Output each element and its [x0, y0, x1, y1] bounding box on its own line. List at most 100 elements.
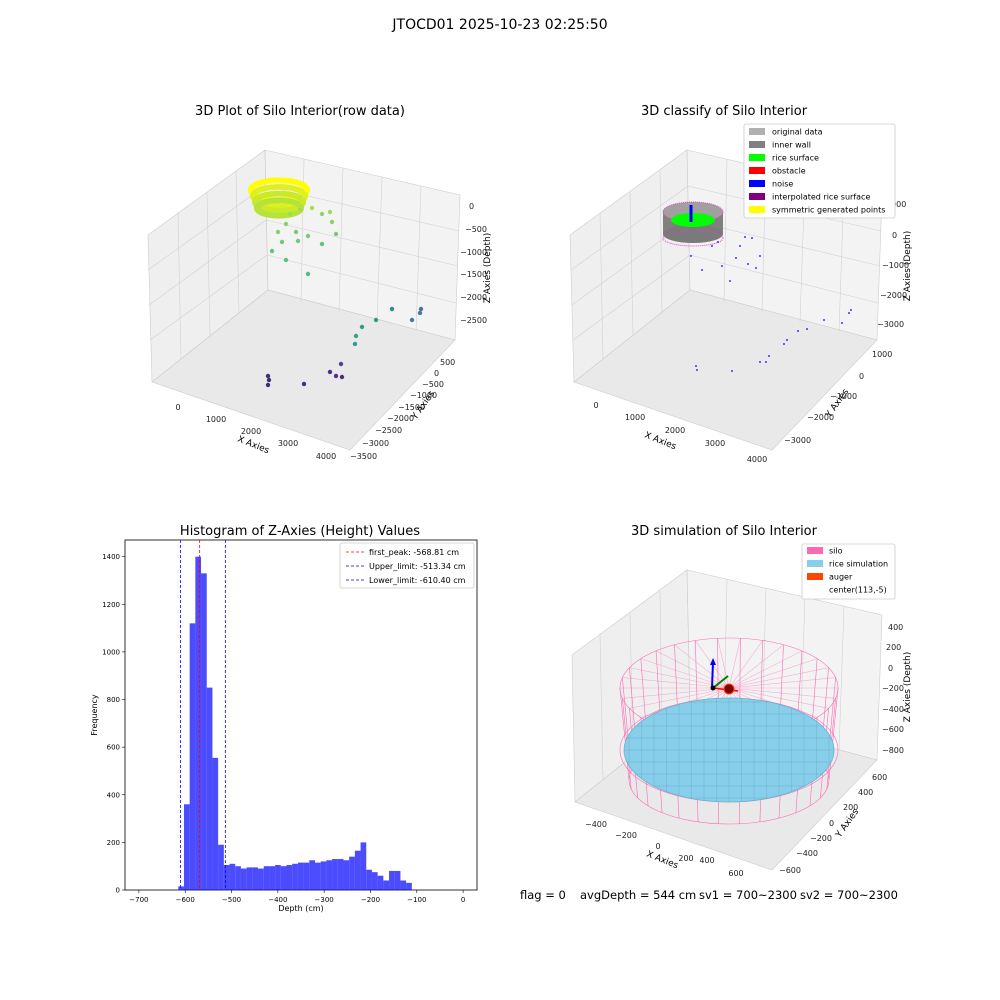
p2-legend-label: interpolated rice surface	[772, 193, 870, 202]
histogram-xlabel: Depth (cm)	[278, 904, 323, 913]
histogram-bar	[383, 880, 390, 890]
histogram-xtick-label: −400	[268, 896, 287, 904]
noise-point	[731, 370, 733, 372]
histogram-bar	[360, 842, 367, 890]
raw-point	[301, 192, 308, 199]
p4-legend-swatch	[807, 547, 823, 554]
p4-ztick: 200	[886, 643, 901, 652]
p1-ztick: 0	[469, 202, 474, 211]
p2-xtick: 3000	[705, 439, 725, 448]
raw-point	[293, 229, 299, 235]
histogram-ytick-label: 0	[116, 887, 120, 895]
p2-ztick: 0	[892, 231, 897, 240]
noise-point	[759, 255, 761, 257]
p1-xtick: 2000	[241, 427, 261, 436]
p4-ytick: 0	[829, 819, 834, 828]
histogram-bar	[366, 869, 372, 890]
histogram-bar	[246, 867, 253, 890]
p2-legend-label: obstacle	[772, 167, 806, 176]
histogram-bar	[223, 865, 230, 890]
p1-ytick: −1500	[398, 403, 425, 412]
panel4-3d-plot: −400 −200 0 200 400 600 X Axies 600 400 …	[571, 543, 913, 878]
p4-ytick: 600	[872, 773, 887, 782]
histogram-bar	[314, 862, 321, 890]
histogram-bar	[309, 860, 315, 890]
noise-point	[797, 330, 799, 332]
histogram-bar	[269, 866, 276, 890]
p4-ztick: −800	[882, 746, 904, 755]
histogram-bar	[229, 863, 236, 890]
p2-ztick: −3000	[877, 320, 904, 329]
p4-ytick: 400	[858, 788, 873, 797]
p2-ztick: 1000	[886, 200, 906, 209]
noise-point	[823, 319, 825, 321]
noise-point	[841, 322, 843, 324]
panel2-3d-plot: 0 1000 2000 3000 4000 X Axies 1000 0 −10…	[569, 123, 913, 464]
noise-point	[721, 265, 723, 267]
raw-point	[301, 381, 307, 387]
histogram-bar	[235, 866, 241, 890]
noise-point	[690, 255, 692, 257]
p4-legend: silo rice simulation auger center(113,-5)	[801, 543, 896, 600]
histogram-bar	[349, 856, 355, 890]
p2-legend-swatch	[749, 206, 765, 213]
noise-point	[744, 236, 746, 238]
p1-ztick: −1000	[460, 248, 487, 257]
p1-ytick: −3500	[350, 452, 377, 461]
histogram-bar	[252, 867, 259, 890]
histogram-ytick-label: 1400	[102, 553, 120, 561]
noise-point	[735, 257, 737, 259]
raw-point	[266, 377, 272, 383]
flag-text: flag = 0	[520, 888, 566, 902]
p4-ztick: 400	[888, 623, 903, 632]
p2-ytick: −1000	[830, 392, 857, 401]
histogram-ylabel: Frequency	[90, 694, 99, 736]
p1-ztick: −1500	[460, 270, 487, 279]
p1-xtick: 1000	[206, 415, 226, 424]
p4-zlabel: Z Axies (Depth)	[903, 652, 913, 723]
histogram-bar	[354, 850, 361, 890]
raw-point	[373, 317, 379, 323]
p1-zlabel: Z Axies (Depth)	[483, 233, 493, 304]
raw-point	[297, 207, 303, 213]
p2-ztick: −2000	[880, 291, 907, 300]
p2-xtick: 2000	[665, 426, 685, 435]
p1-xtick: 0	[175, 403, 180, 412]
histogram-chart: −700 −600 −500 −400 −300 −200 −100 0 0 200 400 600…	[90, 539, 478, 913]
raw-point	[339, 374, 345, 380]
p4-ytick: 200	[843, 803, 858, 812]
histogram-bar	[406, 882, 412, 890]
rice-surface-points	[671, 213, 715, 227]
raw-point	[319, 241, 325, 247]
histogram-legend-label: Lower_limit: -610.40 cm	[369, 576, 466, 585]
noise-point	[751, 237, 753, 239]
raw-point	[319, 211, 325, 217]
raw-point	[353, 333, 359, 339]
sv1-text: sv1 = 700~2300	[699, 888, 797, 902]
p2-ytick: −2000	[807, 413, 834, 422]
p2-legend-swatch	[749, 180, 765, 187]
noise-point	[717, 241, 719, 243]
p2-legend-swatch	[749, 167, 765, 174]
raw-point	[305, 271, 311, 277]
histogram-xtick-label: −200	[361, 896, 380, 904]
p1-xtick: 4000	[316, 452, 336, 461]
p1-xtick: 3000	[278, 439, 298, 448]
histogram-bar	[286, 865, 293, 890]
histogram-ytick-label: 800	[107, 696, 120, 704]
figure-title: JTOCD01 2025-10-23 02:25:50	[392, 17, 608, 33]
p4-ytick: −200	[810, 834, 832, 843]
p4-ztick: −200	[882, 684, 904, 693]
raw-point	[283, 221, 289, 227]
p4-legend-label: center(113,-5)	[829, 586, 887, 595]
noise-point	[765, 361, 767, 363]
p4-ztick: −600	[882, 725, 904, 734]
noise-point	[695, 365, 697, 367]
histogram-bar	[320, 861, 327, 890]
raw-point	[333, 231, 339, 237]
p2-xtick: 1000	[625, 413, 645, 422]
raw-point	[417, 310, 423, 316]
histogram-bar	[218, 844, 224, 890]
histogram-ytick-label: 400	[107, 791, 120, 799]
p2-ytick: −3000	[784, 436, 811, 445]
